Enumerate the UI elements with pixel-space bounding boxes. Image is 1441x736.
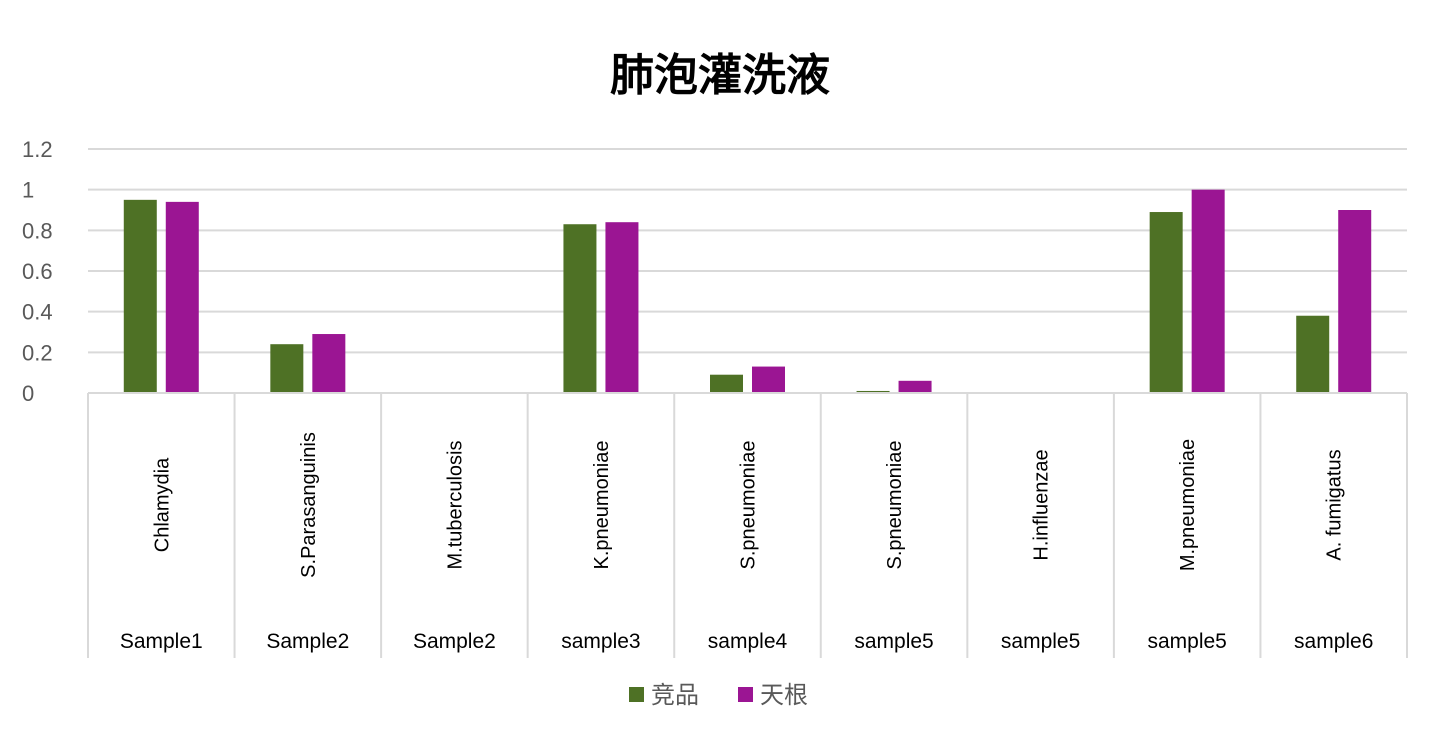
legend-label: 天根 (760, 681, 808, 709)
bar-1-4 (752, 366, 785, 393)
chart-title: 肺泡灌洗液 (610, 50, 830, 101)
y-tick-label: 0.8 (22, 218, 53, 243)
bar-1-5 (898, 380, 932, 393)
y-tick-label: 1.2 (22, 137, 53, 162)
category-label: K.pneumoniae (591, 441, 613, 570)
bar-1-1 (312, 334, 346, 393)
group-label: Sample2 (413, 630, 496, 653)
gridlines (88, 148, 1407, 354)
bars (123, 189, 1372, 393)
bar-1-3 (605, 222, 639, 393)
group-label: sample5 (1001, 630, 1080, 653)
legend: 竞品 天根 (629, 681, 808, 709)
bar-0-1 (270, 344, 304, 393)
legend-label: 竞品 (651, 681, 699, 709)
category-label: M.tuberculosis (444, 441, 466, 570)
bar-0-3 (563, 224, 597, 393)
legend-swatch (629, 687, 644, 702)
bar-1-7 (1191, 189, 1225, 393)
category-label: H.influenzae (1031, 449, 1053, 560)
bar-0-8 (1296, 315, 1330, 393)
category-label: M.pneumoniae (1177, 439, 1199, 571)
group-label: sample5 (1147, 630, 1226, 653)
x-axis: Chlamydia S.Parasanguinis M.tuberculosis K.… (87, 392, 1408, 658)
bar-0-4 (710, 374, 743, 393)
category-label: A. fumigatus (1324, 449, 1346, 560)
group-label: sample6 (1294, 630, 1373, 653)
y-tick-label: 1 (22, 178, 34, 203)
group-label: sample4 (708, 630, 788, 653)
group-label: Sample1 (120, 630, 203, 653)
bar-0-7 (1149, 212, 1183, 393)
category-label: S.pneumoniae (884, 441, 906, 570)
y-axis-ticks: 0 0.2 0.4 0.6 0.8 1 1.2 (22, 137, 53, 406)
bar-0-0 (123, 199, 157, 393)
category-label: S.Parasanguinis (298, 432, 320, 578)
category-label: Chlamydia (151, 457, 173, 552)
y-tick-label: 0.4 (22, 300, 53, 325)
group-label: sample5 (854, 630, 933, 653)
group-label: Sample2 (266, 630, 349, 653)
y-tick-label: 0.2 (22, 340, 53, 365)
legend-swatch (738, 687, 753, 702)
bar-1-8 (1338, 210, 1372, 393)
y-tick-label: 0 (22, 381, 34, 406)
group-label: sample3 (561, 630, 640, 653)
category-label: S.pneumoniae (738, 441, 760, 570)
bar-1-0 (165, 201, 199, 393)
bar-0-5 (856, 390, 890, 393)
y-tick-label: 0.6 (22, 259, 53, 284)
